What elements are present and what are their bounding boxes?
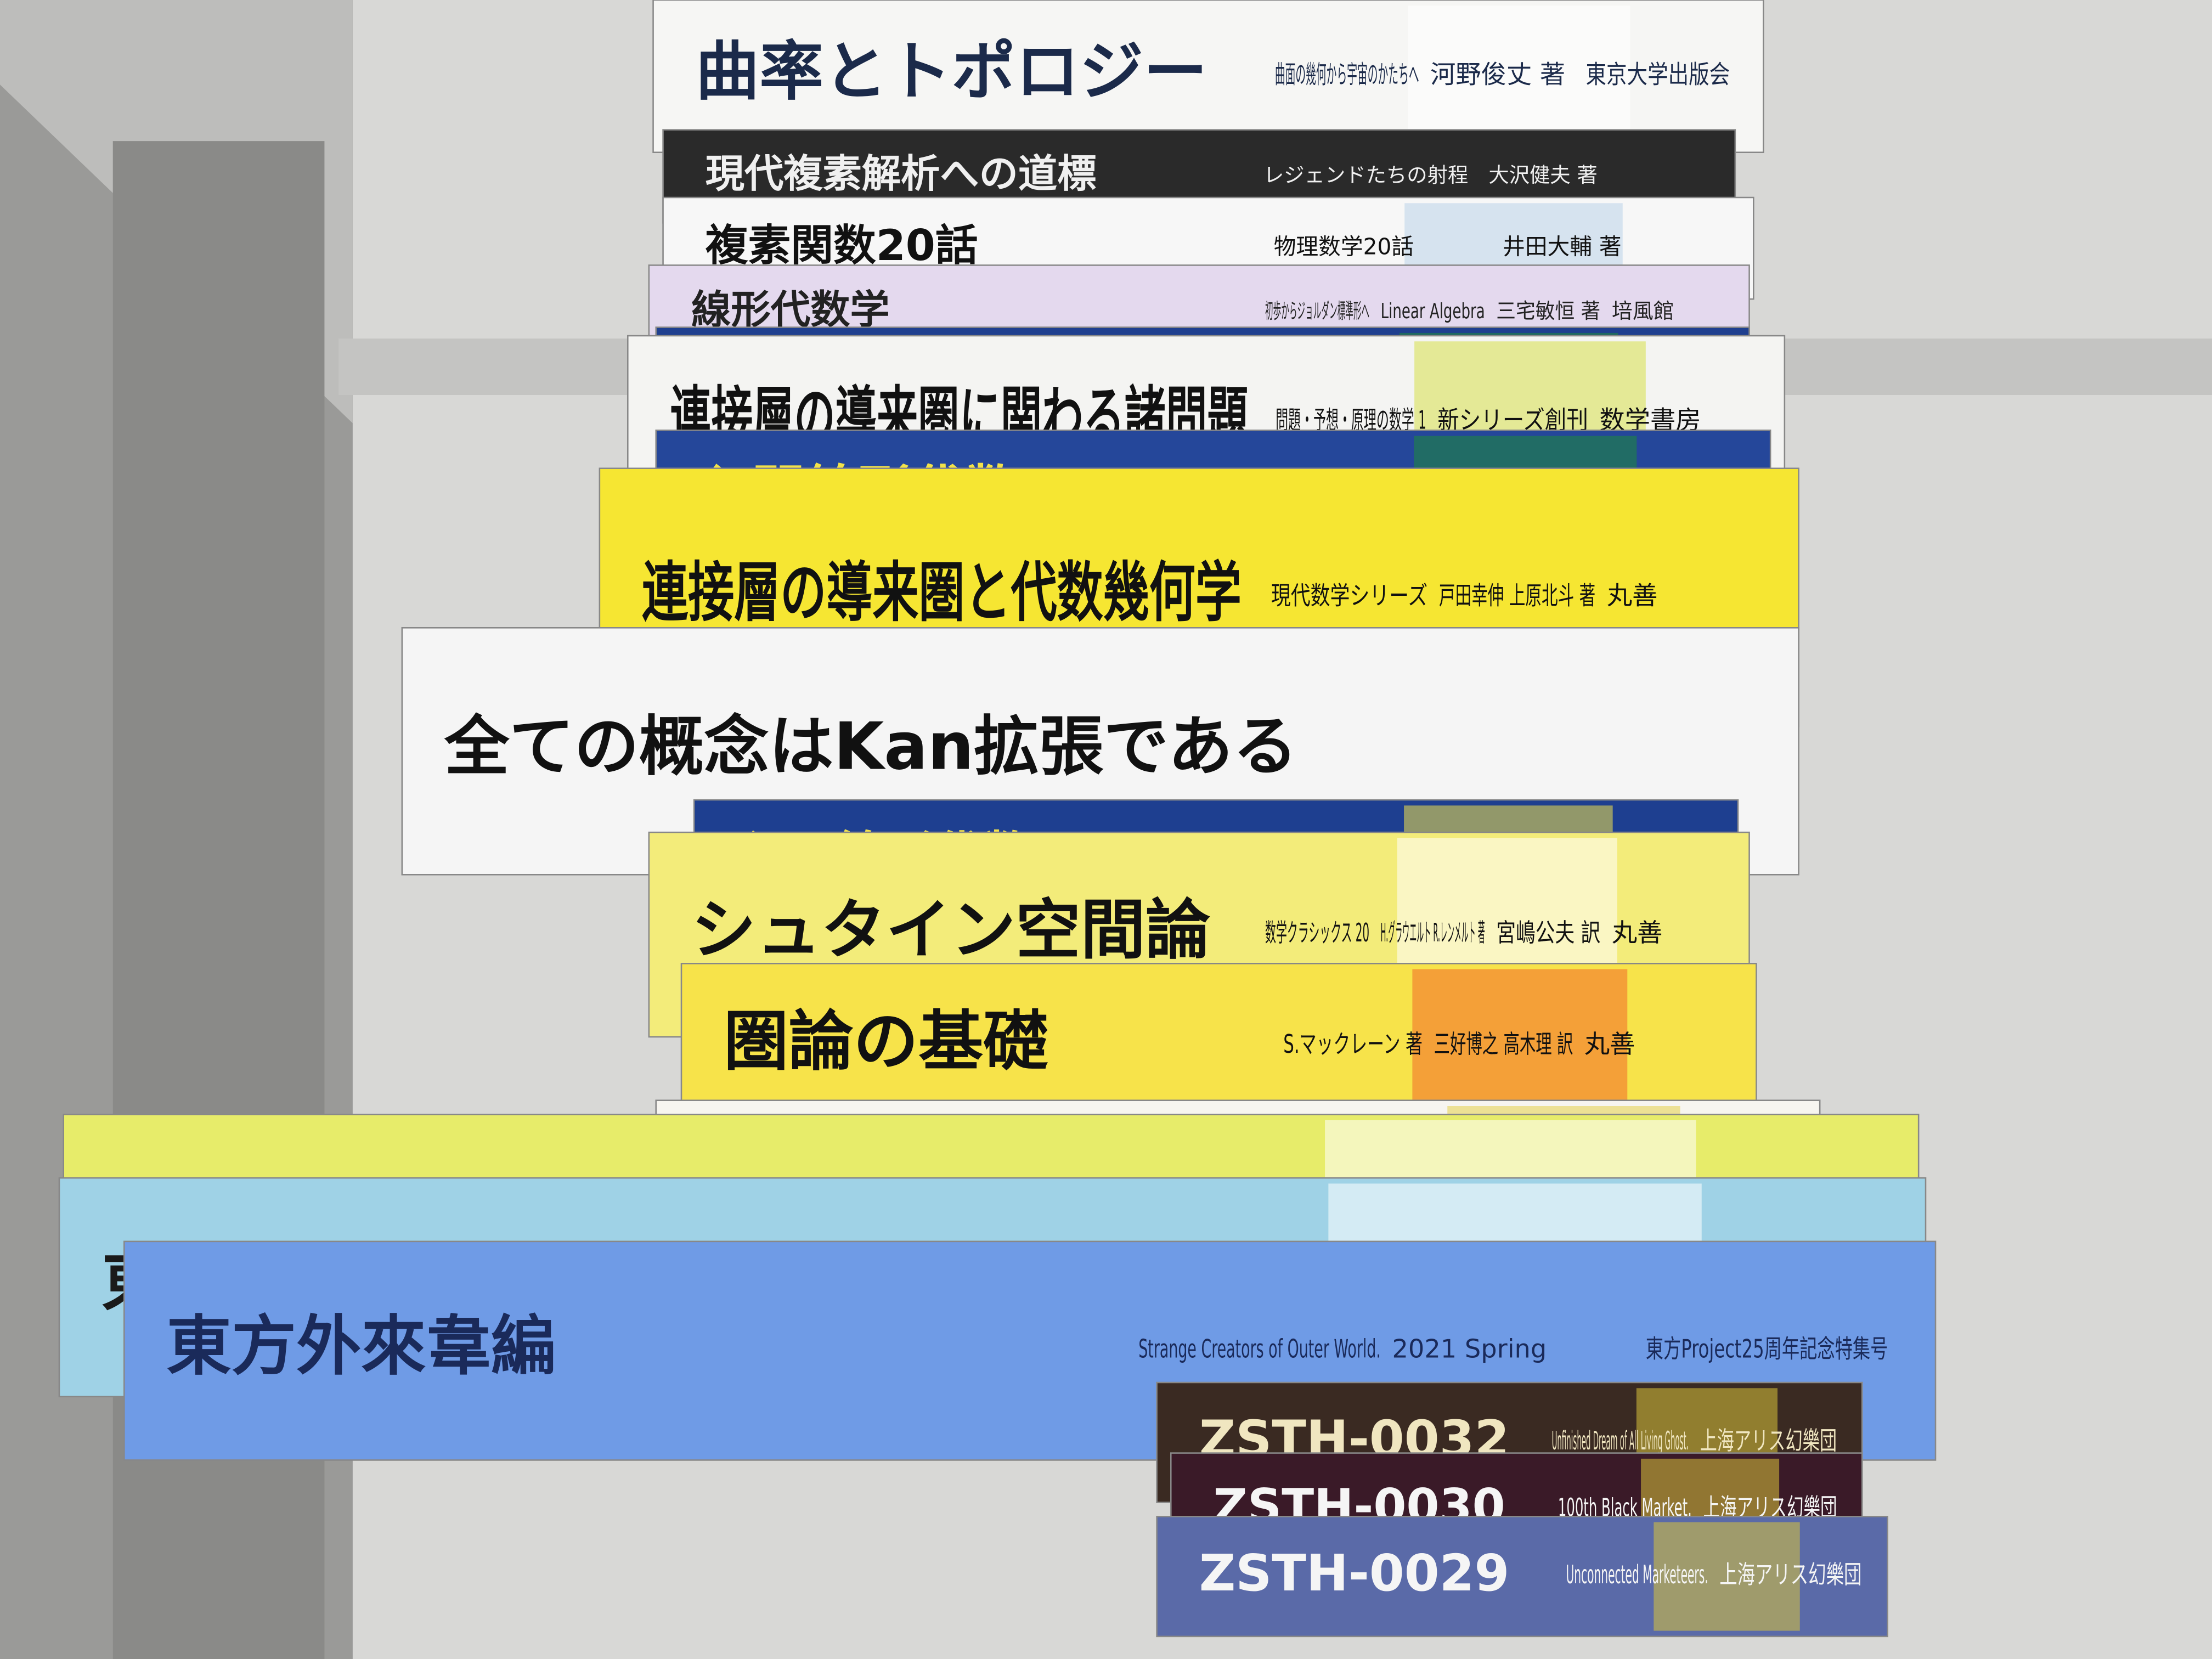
book-text: 東方Project25周年記念特集号: [1646, 1334, 1888, 1364]
book-text: 数学クラシックス 20: [1265, 918, 1369, 947]
book-text: Unfinished Dream of All Living Ghost.: [1552, 1426, 1689, 1455]
book-text: 丸善: [1584, 1029, 1635, 1059]
book-title: 連接層の導来圏と代数幾何学: [642, 555, 1242, 630]
book-text: 曲面の幾何から宇宙のかたちへ: [1275, 59, 1419, 89]
book-title: 圏論の基礎: [724, 1003, 1048, 1079]
book-text: 培風館: [1612, 299, 1674, 323]
book-title: ZSTH-0029: [1199, 1544, 1510, 1602]
book-text: Unconnected Marketeers.: [1566, 1560, 1708, 1589]
book-text: 現代数学シリーズ: [1271, 581, 1427, 611]
books: 曲率とトポロジー 曲面の幾何から宇宙のかたちへ 河野俊丈 著東京大学出版会現代複素解…: [58, 0, 1937, 1638]
book-text: 丸善: [1612, 918, 1663, 947]
book-text: 上海アリス幻樂団: [1700, 1426, 1837, 1455]
book-text: S.マックレーン 著: [1283, 1029, 1423, 1059]
book-text: 井田大輔 著: [1503, 234, 1622, 260]
book-title: 曲率とトポロジー: [696, 35, 1207, 109]
book-text: 東京大学出版会: [1585, 59, 1730, 89]
book-title: 線形代数学: [691, 287, 890, 334]
book-text: 大沢健夫 著: [1488, 163, 1598, 187]
book-title: シュタイン空間論: [691, 892, 1211, 968]
book-text: 河野俊丈 著: [1430, 59, 1565, 89]
book-title: 東方外來韋編: [166, 1308, 556, 1384]
book-title: 複素関数20話: [706, 221, 978, 270]
book-text: 初歩からジョルダン標準形へ: [1265, 299, 1369, 323]
book-text: レジェンドたちの射程: [1263, 163, 1468, 187]
book-text: Strange Creators of Outer World.: [1138, 1334, 1381, 1364]
book-text: 三宅敏恒 著: [1496, 299, 1600, 323]
book-text: 2021 Spring: [1392, 1334, 1547, 1364]
book-text: H.グラウエルト R.レンメルト 著: [1381, 918, 1485, 947]
spine-accent: [1412, 969, 1628, 1123]
spine-accent: [1408, 5, 1630, 147]
book-text: 戸田幸伸 上原北斗 著: [1439, 581, 1595, 611]
book-text: 宮嶋公夫 訳: [1496, 918, 1600, 947]
book-text: 丸善: [1607, 581, 1658, 611]
book-title: 全ての概念はKan拡張である: [444, 709, 1297, 785]
book-title: 現代複素解析への道標: [706, 151, 1097, 196]
book-text: 上海アリス幻樂団: [1719, 1560, 1861, 1589]
spine-accent: [1654, 1522, 1800, 1631]
book-text: 三好博之 高木理 訳: [1434, 1029, 1573, 1059]
book-text: Linear Algebra: [1381, 299, 1485, 323]
book-text: 物理数学20話: [1274, 234, 1414, 260]
